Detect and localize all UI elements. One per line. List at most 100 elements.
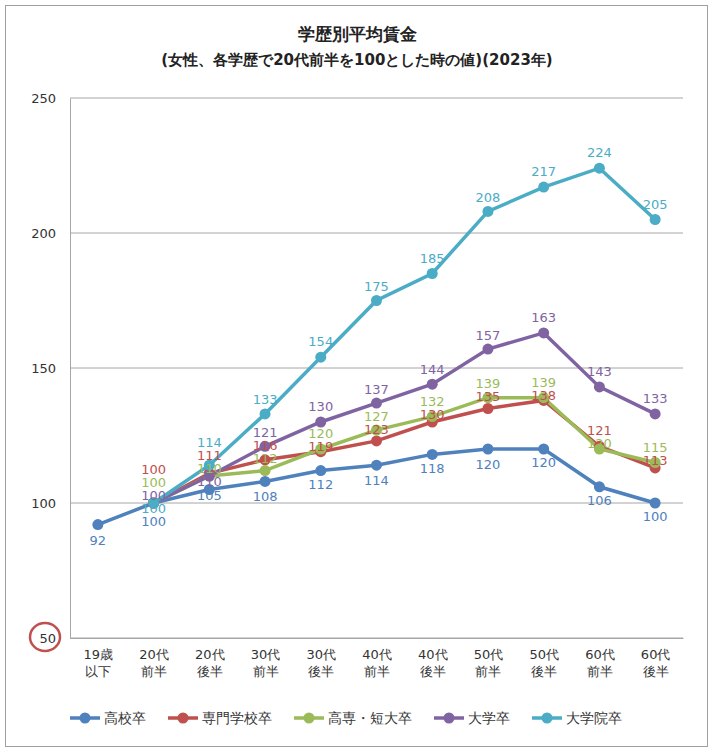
legend-marker [304, 713, 315, 724]
data-label: 112 [253, 451, 278, 466]
series-marker [427, 449, 438, 460]
x-tick: 30代前半 [251, 638, 281, 679]
series-marker [650, 498, 661, 509]
series-marker [594, 481, 605, 492]
x-tick-label: 50代前半 [474, 647, 504, 679]
data-label: 119 [308, 439, 333, 454]
data-label: 106 [587, 493, 612, 508]
legend-label: 大学卒 [468, 710, 510, 726]
x-tick: 60代前半 [585, 638, 615, 679]
legend-label: 大学院卒 [566, 710, 622, 726]
chart-frame [6, 6, 708, 747]
data-label: 163 [531, 310, 556, 325]
data-label: 217 [531, 164, 556, 179]
series-marker [260, 465, 271, 476]
grid-line [70, 98, 683, 99]
grid-line [70, 233, 683, 234]
series-marker [650, 214, 661, 225]
grid-line [70, 638, 683, 639]
legend-label: 専門学校卒 [202, 710, 272, 726]
x-tick: 30代後半 [306, 638, 336, 679]
data-label: 112 [308, 477, 333, 492]
series-marker [371, 460, 382, 471]
data-label: 143 [587, 364, 612, 379]
data-label: 224 [587, 145, 612, 160]
data-label: 113 [643, 453, 668, 468]
chart-subtitle: (女性、各学歴で20代前半を100とした時の値)(2023年) [161, 51, 552, 69]
data-label: 135 [476, 389, 501, 404]
y-tick-label: 150 [31, 361, 56, 376]
series-marker [594, 381, 605, 392]
series-marker [315, 465, 326, 476]
y-tick-label: 50 [39, 631, 56, 646]
x-tick: 50代前半 [474, 638, 504, 679]
series-marker [371, 398, 382, 409]
legend-marker [178, 713, 189, 724]
legend-item: 大学院卒 [532, 710, 622, 726]
data-label: 157 [476, 328, 501, 343]
chart: 学歴別平均賃金 (女性、各学歴で20代前半を100とした時の値)(2023年) 50… [0, 0, 714, 753]
data-label: 114 [364, 473, 389, 488]
data-label: 144 [420, 362, 445, 377]
data-labels: 9210010010010010011411111011010513312111… [90, 145, 668, 547]
legend: 高校卒専門学校卒高専・短大卒大学卒大学院卒 [70, 710, 622, 726]
x-tick: 60代後半 [641, 638, 671, 679]
series-marker [482, 206, 493, 217]
data-label: 185 [420, 251, 445, 266]
data-label: 105 [197, 488, 222, 503]
series-marker [538, 182, 549, 193]
series-marker [482, 444, 493, 455]
series-line [154, 400, 656, 503]
data-label: 118 [420, 461, 445, 476]
legend-marker [542, 713, 553, 724]
x-tick-label: 60代後半 [641, 647, 671, 679]
legend-marker [444, 713, 455, 724]
series-marker [482, 403, 493, 414]
series-line [154, 333, 656, 503]
y-axis: 50100150200250 [31, 91, 70, 646]
legend-item: 高校卒 [70, 710, 146, 726]
x-tick: 50代後半 [529, 638, 559, 679]
data-label: 92 [90, 533, 107, 548]
x-tick-label: 20代後半 [195, 647, 225, 679]
data-label: 100 [643, 509, 668, 524]
legend-item: 大学卒 [434, 710, 510, 726]
y-tick-label: 200 [31, 226, 56, 241]
data-label: 208 [476, 190, 501, 205]
data-label: 138 [531, 388, 556, 403]
plot-area [92, 163, 660, 530]
series-marker [538, 327, 549, 338]
y-tick: 150 [31, 361, 70, 376]
series-line [154, 168, 656, 503]
data-label: 133 [253, 392, 278, 407]
data-label: 100 [141, 514, 166, 529]
series-marker [427, 268, 438, 279]
x-tick-label: 19歳以下 [84, 647, 114, 679]
series-marker [538, 444, 549, 455]
legend-item: 専門学校卒 [168, 710, 272, 726]
x-tick-label: 40代前半 [362, 647, 392, 679]
x-tick: 40代前半 [362, 638, 392, 679]
series-marker [594, 163, 605, 174]
grid [70, 98, 683, 638]
chart-title: 学歴別平均賃金 [298, 24, 417, 44]
series-marker [260, 476, 271, 487]
series-marker [482, 344, 493, 355]
series-line [154, 398, 656, 503]
x-tick-label: 30代後半 [306, 647, 336, 679]
series-marker [650, 408, 661, 419]
highlight-circle [30, 623, 60, 651]
x-axis: 19歳以下 20代前半 20代後半 30代前半 30代後半 40代前半 40代後半 50代前半… [71, 638, 684, 679]
data-label: 130 [420, 407, 445, 422]
x-tick: 40代後半 [418, 638, 448, 679]
x-tick-label: 20代前半 [139, 647, 169, 679]
data-label: 154 [308, 334, 333, 349]
data-label: 110 [197, 474, 222, 489]
data-label: 120 [587, 436, 612, 451]
x-tick: 20代後半 [195, 638, 225, 679]
data-label: 137 [364, 382, 389, 397]
x-tick-label: 40代後半 [418, 647, 448, 679]
data-label: 108 [253, 489, 278, 504]
y-tick: 100 [31, 496, 70, 511]
data-label: 120 [476, 457, 501, 472]
